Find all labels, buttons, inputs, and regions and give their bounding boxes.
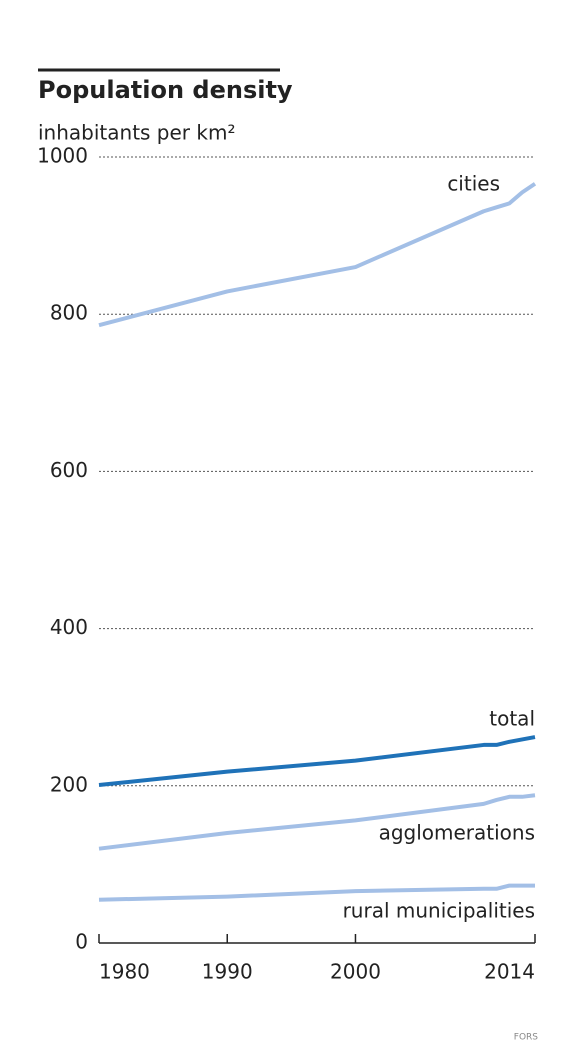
series-line: [98, 883, 535, 902]
series-label: rural municipalities: [343, 899, 535, 923]
x-tick-label: 2000: [330, 960, 381, 984]
y-tick-label: 400: [50, 615, 88, 639]
series-line: [98, 793, 536, 851]
y-axis-label: inhabitants per km²: [38, 121, 235, 145]
x-tick-label: 1980: [99, 960, 150, 984]
source: FORS: [514, 1033, 539, 1043]
y-tick-label: 200: [50, 772, 88, 796]
y-tick-label: 1000: [37, 144, 88, 168]
series-line: [98, 182, 537, 328]
x-tick-label: 1990: [202, 960, 253, 984]
y-tick-label: 800: [50, 301, 88, 325]
y-tick-label: 600: [50, 458, 88, 482]
chart-title: Population density: [38, 76, 293, 104]
series-label: total: [489, 707, 535, 731]
series-line: [98, 735, 536, 788]
series-label: agglomerations: [379, 821, 535, 845]
y-tick-label: 0: [75, 930, 88, 954]
x-tick-label: 2014: [484, 960, 535, 984]
series-label: cities: [447, 172, 500, 196]
